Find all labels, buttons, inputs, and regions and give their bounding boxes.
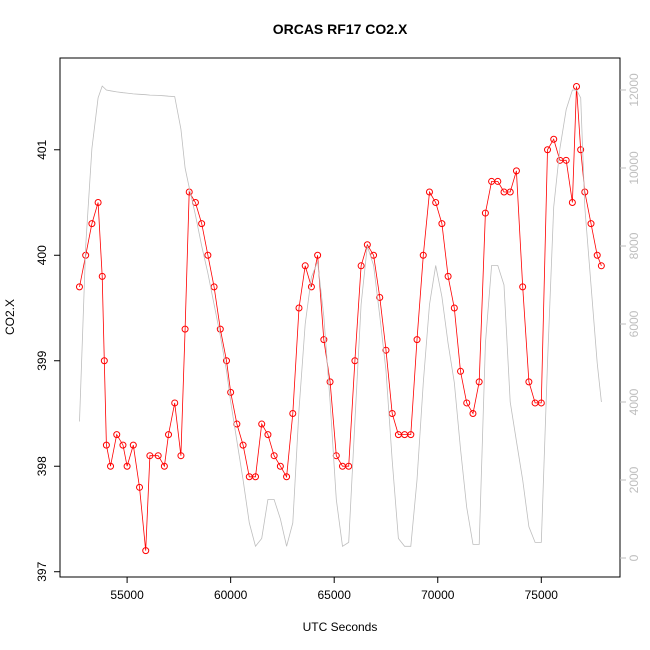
- point: [276, 462, 284, 470]
- y-tick-label: 397: [35, 561, 49, 581]
- point: [419, 251, 427, 259]
- point: [463, 399, 471, 407]
- point: [223, 357, 231, 365]
- point: [587, 220, 595, 228]
- point: [102, 441, 110, 449]
- point: [444, 272, 452, 280]
- point: [295, 304, 303, 312]
- point: [469, 409, 477, 417]
- y2-tick-label: 0: [627, 554, 641, 561]
- y2-tick-label: 4000: [627, 388, 641, 415]
- point: [407, 431, 415, 439]
- x-tick-label: 55000: [110, 588, 144, 602]
- point: [283, 473, 291, 481]
- point: [181, 325, 189, 333]
- point: [252, 473, 260, 481]
- x-tick-label: 70000: [421, 588, 455, 602]
- point: [107, 462, 115, 470]
- point: [512, 167, 520, 175]
- y2-tick-label: 6000: [627, 310, 641, 337]
- point: [519, 283, 527, 291]
- point: [326, 378, 334, 386]
- point: [413, 336, 421, 344]
- point: [239, 441, 247, 449]
- point: [100, 357, 108, 365]
- point: [136, 483, 144, 491]
- point: [227, 388, 235, 396]
- y2-tick-label: 8000: [627, 232, 641, 259]
- point: [376, 293, 384, 301]
- point: [198, 220, 206, 228]
- point: [525, 378, 533, 386]
- point: [314, 251, 322, 259]
- point: [154, 452, 162, 460]
- point: [481, 209, 489, 217]
- point: [216, 325, 224, 333]
- y-tick-label: 401: [35, 139, 49, 159]
- plot-box: [59, 57, 621, 578]
- point: [573, 82, 581, 90]
- point: [270, 452, 278, 460]
- chart-title: ORCAS RF17 CO2.X: [273, 21, 408, 37]
- point: [289, 409, 297, 417]
- point: [494, 177, 502, 185]
- point: [550, 135, 558, 143]
- point: [307, 283, 315, 291]
- point: [160, 462, 168, 470]
- co2-line: [79, 86, 602, 551]
- y-tick-label: 400: [35, 245, 49, 265]
- y2-tick-label: 10000: [627, 151, 641, 185]
- point: [544, 146, 552, 154]
- point: [432, 199, 440, 207]
- point: [94, 199, 102, 207]
- point: [171, 399, 179, 407]
- x-tick-label: 65000: [318, 588, 352, 602]
- y-tick-label: 398: [35, 456, 49, 476]
- point: [123, 462, 131, 470]
- point: [258, 420, 266, 428]
- point: [506, 188, 514, 196]
- altitude-line: [79, 85, 602, 548]
- point: [264, 431, 272, 439]
- y-tick-label: 399: [35, 350, 49, 370]
- x-axis-label: UTC Seconds: [303, 620, 378, 634]
- point: [345, 462, 353, 470]
- point: [475, 378, 483, 386]
- point: [597, 262, 605, 270]
- point: [425, 188, 433, 196]
- point: [382, 346, 390, 354]
- point: [146, 452, 154, 460]
- point: [98, 272, 106, 280]
- y2-tick-label: 12000: [627, 73, 641, 107]
- point: [75, 283, 83, 291]
- point: [129, 441, 137, 449]
- point: [450, 304, 458, 312]
- point: [537, 399, 545, 407]
- point: [562, 156, 570, 164]
- point: [165, 431, 173, 439]
- point: [577, 146, 585, 154]
- point: [204, 251, 212, 259]
- y-axis-label: CO2.X: [3, 299, 17, 335]
- point: [568, 199, 576, 207]
- y2-tick-label: 2000: [627, 466, 641, 493]
- point: [581, 188, 589, 196]
- point: [142, 547, 150, 555]
- x-tick-label: 75000: [525, 588, 559, 602]
- point: [177, 452, 185, 460]
- point: [593, 251, 601, 259]
- point: [438, 220, 446, 228]
- point: [88, 220, 96, 228]
- point: [357, 262, 365, 270]
- point: [301, 262, 309, 270]
- point: [320, 336, 328, 344]
- point: [119, 441, 127, 449]
- point: [113, 431, 121, 439]
- point: [457, 367, 465, 375]
- x-tick-label: 60000: [214, 588, 248, 602]
- point: [210, 283, 218, 291]
